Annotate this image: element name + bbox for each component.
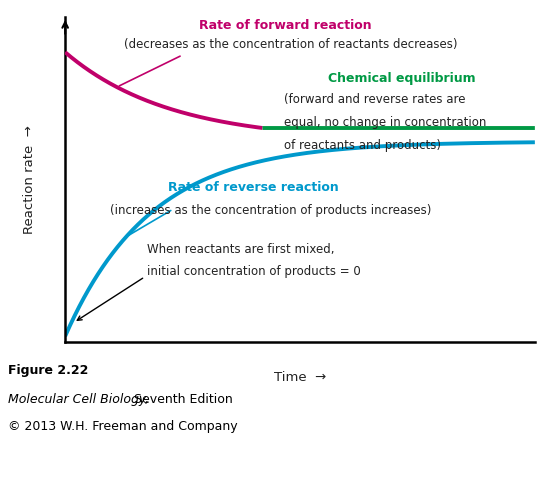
Text: Chemical equilibrium: Chemical equilibrium [328,72,476,85]
Text: Molecular Cell Biology,: Molecular Cell Biology, [8,393,149,406]
Text: Rate of reverse reaction: Rate of reverse reaction [168,181,339,194]
Text: Seventh Edition: Seventh Edition [130,393,233,406]
Text: equal, no change in concentration: equal, no change in concentration [283,116,486,129]
Text: Time  →: Time → [274,371,326,384]
Text: Figure 2.22: Figure 2.22 [8,364,89,377]
Text: (decreases as the concentration of reactants decreases): (decreases as the concentration of react… [124,38,457,51]
Text: (forward and reverse rates are: (forward and reverse rates are [283,93,465,106]
Text: When reactants are first mixed,: When reactants are first mixed, [147,243,335,256]
Text: of reactants and products): of reactants and products) [283,139,440,152]
Text: © 2013 W.H. Freeman and Company: © 2013 W.H. Freeman and Company [8,420,238,433]
Text: Rate of forward reaction: Rate of forward reaction [199,19,371,32]
Text: (increases as the concentration of products increases): (increases as the concentration of produ… [110,203,431,217]
Text: Reaction rate  →: Reaction rate → [23,125,36,234]
Text: initial concentration of products = 0: initial concentration of products = 0 [147,265,361,278]
